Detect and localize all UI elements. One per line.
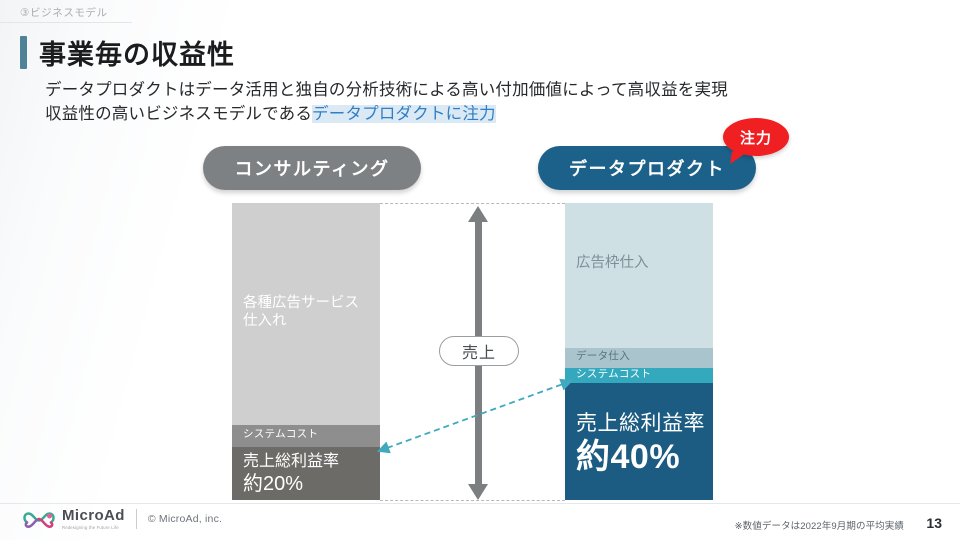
page-title: 事業毎の収益性 (39, 40, 235, 70)
copyright-text: © MicroAd, inc. (147, 513, 223, 525)
logo-name: MicroAd (62, 507, 125, 524)
gross-profit-title: 売上総利益率 (576, 412, 705, 435)
gross-profit-value: 約40% (576, 437, 681, 476)
segment-label: 売上総利益率 約40% (576, 411, 705, 478)
sales-arrow-head-up (468, 206, 488, 222)
subtitle-line-1: データプロダクトはデータ活用と独自の分析技術による高い付加価値によって高収益を実… (45, 81, 728, 99)
gross-profit-value: 約20% (243, 472, 304, 495)
segment-product-gross-profit: 売上総利益率 約40% (565, 383, 713, 500)
column-header-data-product[interactable]: データプロダクト (538, 146, 756, 190)
footer-logo-group: MicroAd Redesigning the Future Life © Mi… (22, 508, 222, 530)
gross-profit-title: 売上総利益率 (243, 453, 340, 470)
focus-badge: 注力 (723, 118, 789, 156)
footer-divider (0, 503, 960, 504)
guide-line-top (380, 203, 565, 204)
guide-line-bottom (380, 500, 565, 501)
footnote: ※数値データは2022年9月期の平均実績 (734, 521, 904, 532)
bar-data-product: 広告枠仕入 データ仕入 システムコスト 売上総利益率 約40% (565, 203, 713, 500)
segment-label: 売上総利益率 約20% (243, 452, 339, 496)
subtitle: データプロダクトはデータ活用と独自の分析技術による高い付加価値によって高収益を実… (45, 78, 935, 126)
segment-product-data-cost: データ仕入 (565, 348, 713, 368)
segment-label: 各種広告サービス 仕入れ (243, 295, 359, 329)
column-header-consulting[interactable]: コンサルティング (203, 146, 421, 190)
focus-badge-label: 注力 (739, 129, 772, 147)
segment-consulting-system-cost: システムコスト (232, 425, 380, 447)
segment-label: データ仕入 (576, 350, 630, 362)
logo-tagline: Redesigning the Future Life (62, 525, 119, 530)
segment-label: システムコスト (576, 368, 652, 380)
page-title-group: 事業毎の収益性 (20, 33, 235, 72)
page-number: 13 (926, 515, 942, 531)
segment-label: システムコスト (243, 428, 319, 440)
microad-wordmark: MicroAd Redesigning the Future Life (62, 508, 125, 530)
microad-logo-icon (23, 512, 55, 528)
segment-consulting-gross-profit: 売上総利益率 約20% (232, 447, 380, 500)
sales-axis-label: 売上 (439, 336, 519, 366)
segment-product-ad-inventory-cost: 広告枠仕入 (565, 203, 713, 348)
bar-consulting: 各種広告サービス 仕入れ システムコスト 売上総利益率 約20% (232, 203, 380, 500)
segment-product-system-cost: システムコスト (565, 368, 713, 383)
subtitle-highlight: データプロダクトに注力 (312, 105, 496, 123)
sales-arrow-head-down (468, 484, 488, 500)
section-kicker: ③ビジネスモデル (20, 7, 108, 19)
footer-logo-divider (135, 509, 137, 529)
profit-growth-connector-icon (376, 378, 574, 454)
segment-consulting-ad-service-cost: 各種広告サービス 仕入れ (232, 203, 380, 425)
subtitle-line-2: 収益性の高いビジネスモデルである (45, 105, 313, 123)
segment-label: 広告枠仕入 (576, 255, 649, 271)
title-accent-bar (20, 36, 27, 69)
kicker-divider (0, 22, 132, 23)
